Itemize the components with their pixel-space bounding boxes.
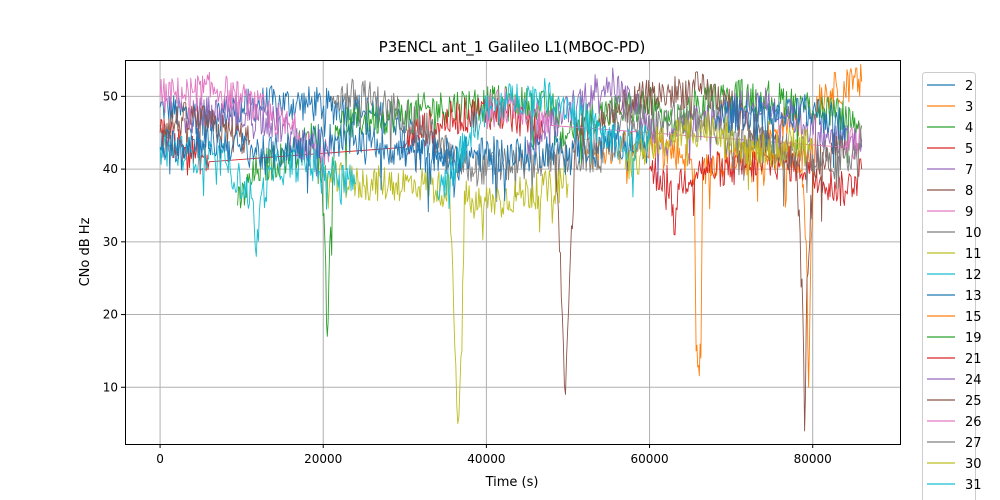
series-line-30 [624,111,814,191]
series-line-27 [608,96,863,207]
legend-label: 19 [965,331,982,346]
axis-ticks: 0 20000 40000 60000 80000 10 20 30 40 50 [103,89,832,466]
chart-title: P3ENCL ant_1 Galileo L1(MBOC-PD) [379,38,646,57]
legend-box [922,72,976,500]
y-axis-label: CNo dB Hz [78,217,93,286]
legend-label: 24 [965,373,982,388]
series-line-12 [159,134,356,257]
legend-label: 11 [965,247,982,262]
series-line-33 [714,94,846,168]
plot-frame [125,60,901,445]
y-tick-label: 20 [103,308,118,322]
series-line-13 [159,121,651,213]
legend-label: 21 [965,352,982,367]
legend-label: 30 [965,457,982,472]
series-lines [159,64,863,432]
series-line-25 [555,71,846,432]
legend-label: 7 [965,163,973,178]
legend-label: 31 [965,478,982,493]
legend-label: 9 [965,205,973,220]
legend-label: 10 [965,226,982,241]
series-line-10 [330,78,610,203]
legend: 23457891011121315192124252627303133 [922,72,982,500]
series-line-5 [159,97,544,176]
legend-label: 27 [965,436,982,451]
series-line-8 [159,101,251,161]
x-tick-label: 60000 [630,452,668,466]
legend-label: 8 [965,184,973,199]
series-line-31 [436,77,651,210]
x-tick-label: 40000 [467,452,505,466]
y-tick-label: 50 [103,89,118,103]
y-tick-label: 10 [103,380,118,394]
legend-label: 25 [965,394,982,409]
legend-label: 3 [965,100,973,115]
legend-label: 15 [965,310,982,325]
legend-label: 2 [965,79,973,94]
legend-label: 5 [965,142,973,157]
y-tick-label: 40 [103,162,118,176]
x-tick-label: 80000 [794,452,832,466]
legend-label: 4 [965,121,973,136]
legend-label: 12 [965,268,982,283]
x-tick-label: 0 [156,452,164,466]
series-line-21 [649,145,863,236]
x-tick-label: 20000 [304,452,342,466]
y-tick-label: 30 [103,235,118,249]
x-axis-label: Time (s) [485,475,539,490]
legend-label: 13 [965,289,982,304]
series-line-2 [159,85,467,198]
series-line-11 [322,160,569,425]
legend-label: 26 [965,415,982,430]
